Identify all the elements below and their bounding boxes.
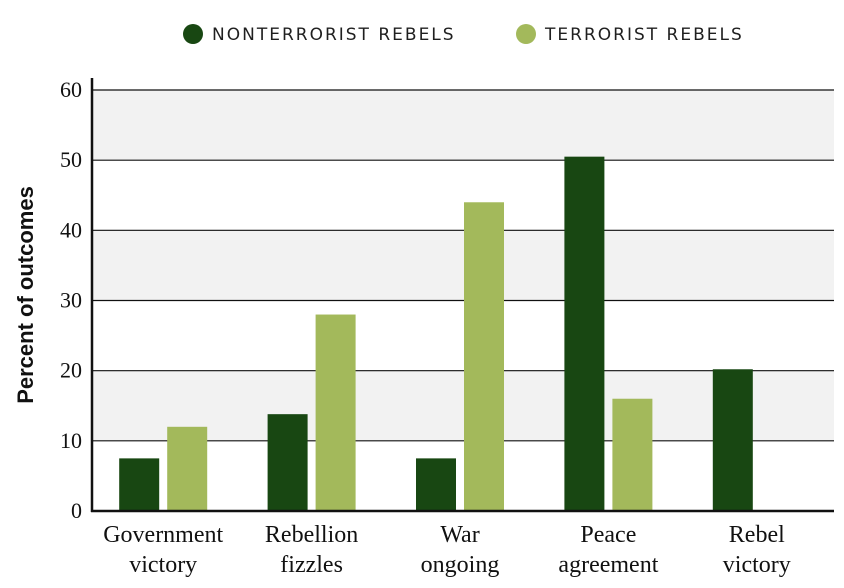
- background-band: [92, 440, 834, 511]
- bar: [315, 314, 356, 511]
- y-tick-label: 30: [60, 288, 82, 313]
- x-category-label: Government victory: [103, 522, 223, 578]
- legend: NONTERRORIST REBELS TERRORIST REBELS: [183, 24, 744, 45]
- bar: [612, 398, 653, 511]
- bar: [267, 414, 308, 511]
- bar: [564, 156, 605, 512]
- legend-label: TERRORIST REBELS: [544, 25, 744, 45]
- x-category-label-line: victory: [129, 552, 197, 578]
- x-category-label-line: fizzles: [280, 552, 343, 578]
- x-category-label: Rebellion fizzles: [265, 522, 358, 578]
- x-category-labels: Government victory Rebellion fizzles War ongo…: [103, 522, 791, 578]
- x-category-label-line: victory: [723, 552, 791, 578]
- background-band: [92, 90, 834, 161]
- y-tick-label: 40: [60, 217, 82, 242]
- y-tick-labels: 0 10 20 30 40 50 60: [60, 77, 82, 523]
- x-category-label-line: ongoing: [421, 552, 500, 578]
- bar: [119, 458, 160, 511]
- x-category-label-line: agreement: [558, 552, 658, 578]
- bar: [464, 202, 504, 511]
- background-band: [92, 370, 834, 441]
- bar: [167, 426, 208, 511]
- x-category-label: War ongoing: [421, 522, 500, 578]
- y-tick-label: 20: [60, 358, 82, 383]
- x-category-label-line: Government: [103, 522, 223, 548]
- legend-swatch: [516, 24, 536, 44]
- y-tick-label: 50: [60, 147, 82, 172]
- y-tick-label: 10: [60, 428, 82, 453]
- x-category-label: Peace agreement: [558, 522, 658, 578]
- x-category-label-line: War: [440, 522, 479, 548]
- bar: [416, 458, 456, 511]
- axes: [90, 78, 834, 513]
- bars: [119, 156, 753, 512]
- x-category-label-line: Peace: [580, 522, 636, 548]
- bar: [712, 369, 753, 511]
- y-tick-label: 0: [71, 498, 82, 523]
- background-bands: [92, 90, 834, 511]
- background-band: [92, 300, 834, 371]
- y-tick-label: 60: [60, 77, 82, 102]
- x-category-label: Rebel victory: [723, 522, 791, 578]
- background-band: [92, 160, 834, 231]
- legend-swatch: [183, 24, 203, 44]
- gridlines: [92, 89, 834, 442]
- legend-label: NONTERRORIST REBELS: [212, 25, 456, 45]
- background-band: [92, 230, 834, 301]
- y-axis-label: Percent of outcomes: [13, 186, 38, 404]
- x-category-label-line: Rebel: [729, 522, 785, 548]
- x-category-label-line: Rebellion: [265, 522, 358, 548]
